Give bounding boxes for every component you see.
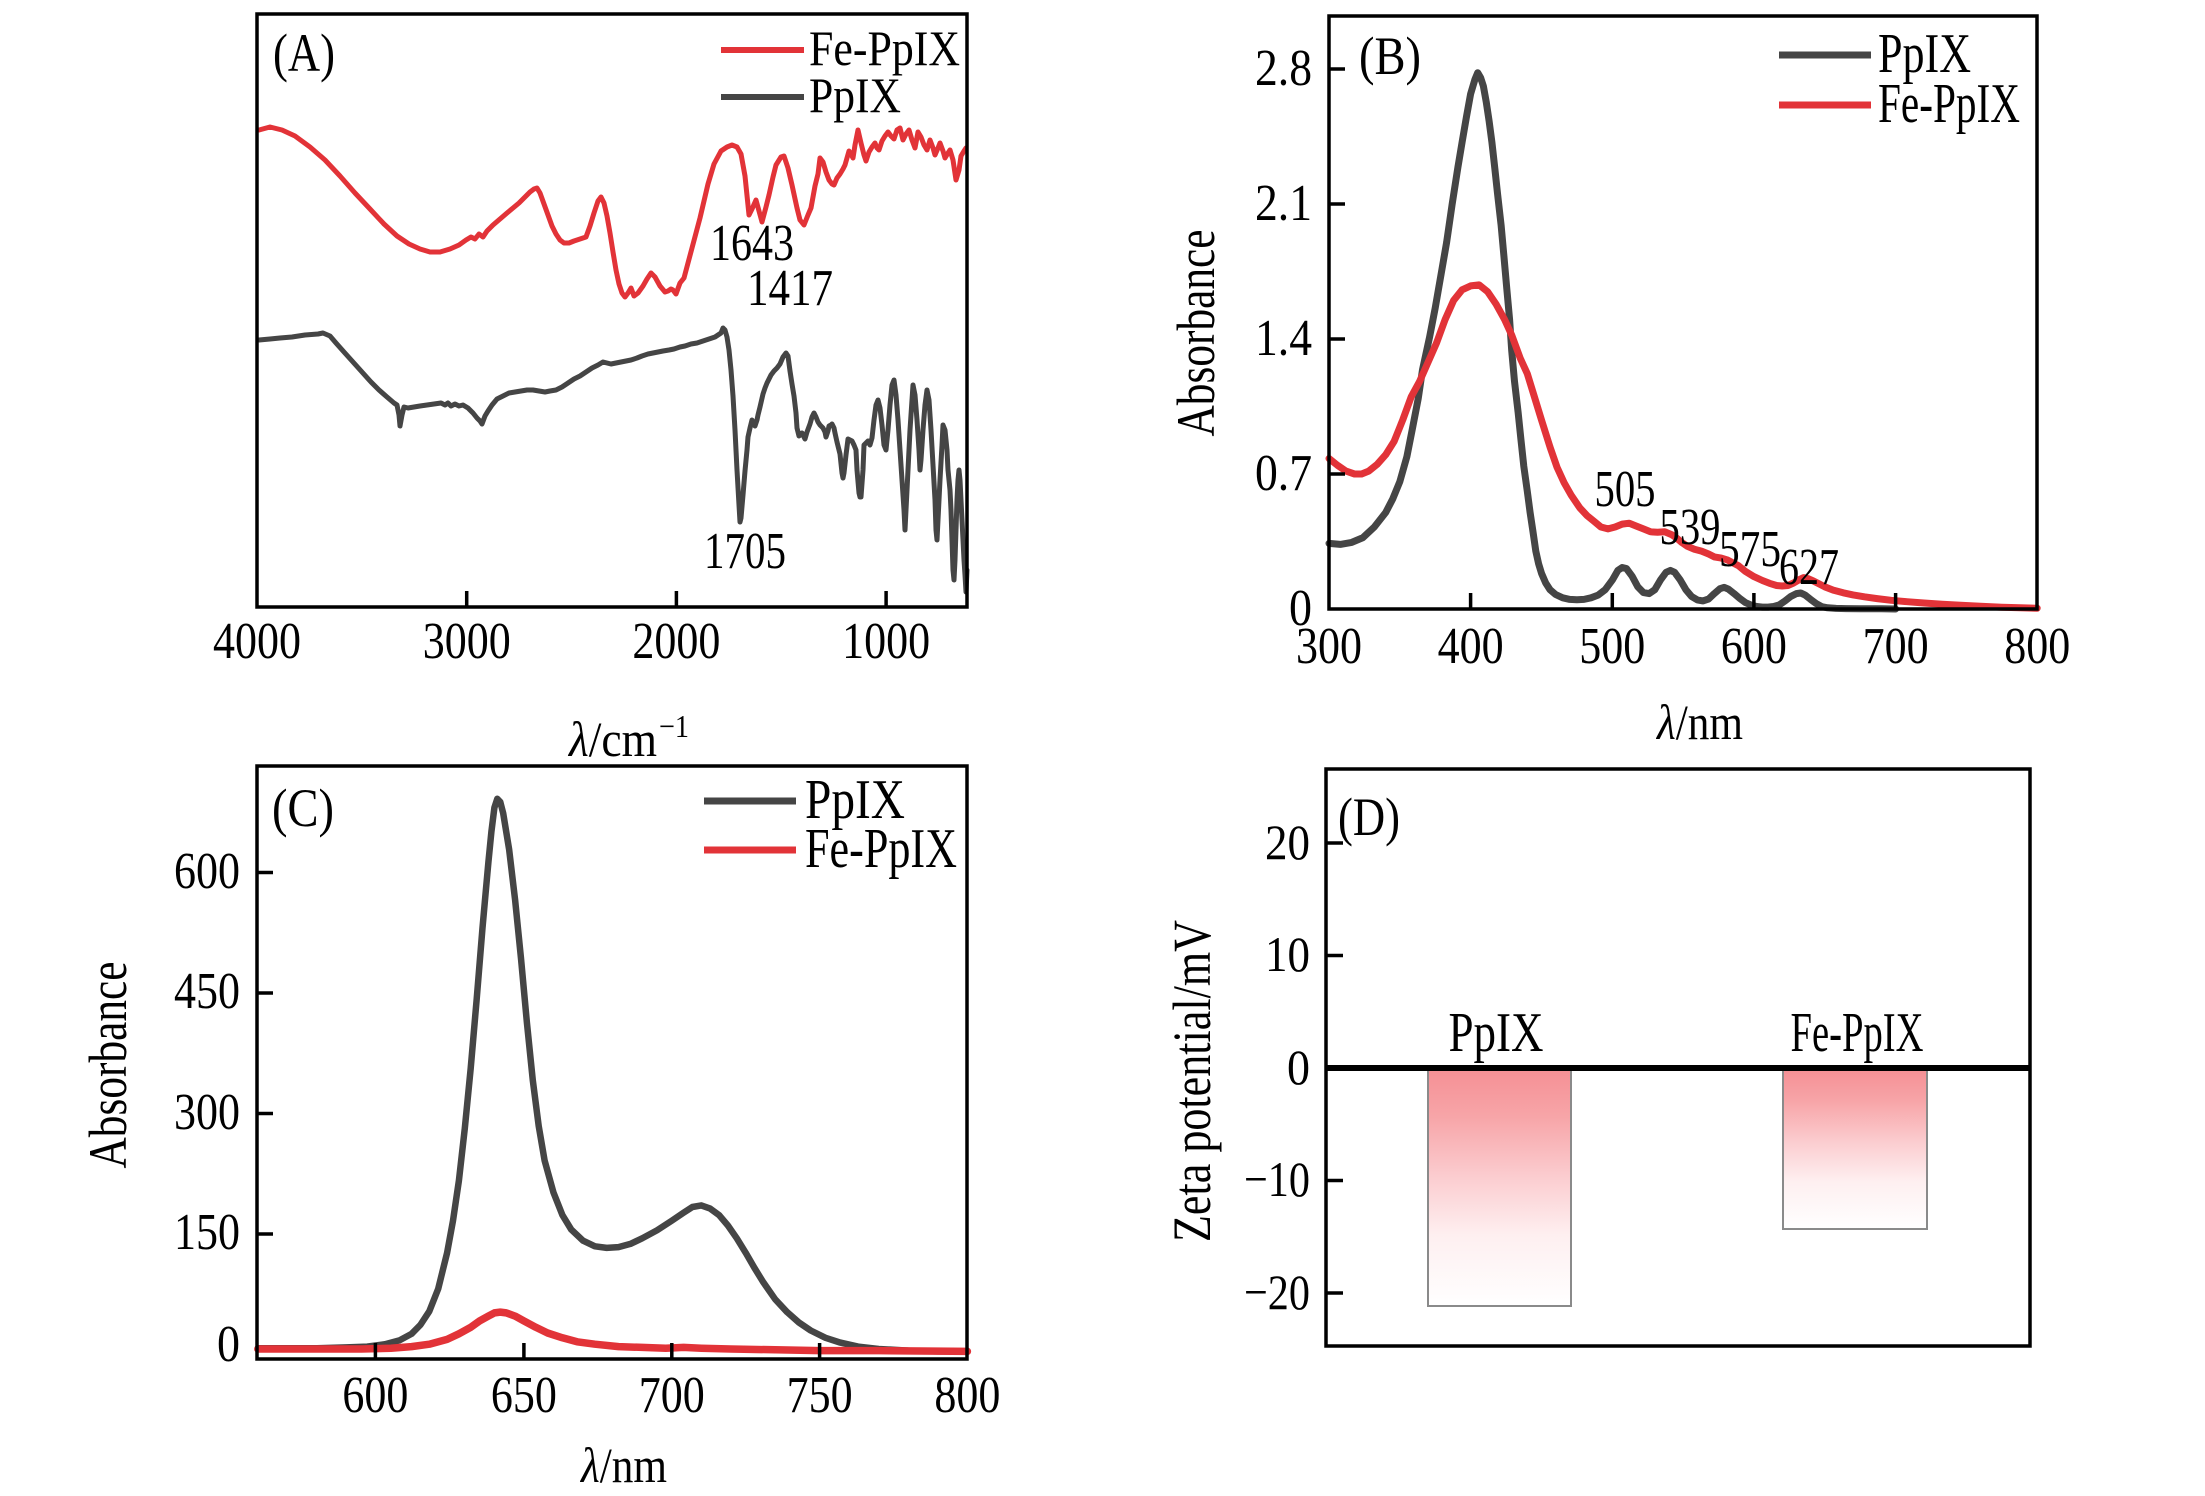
svg-text:150: 150: [174, 1204, 240, 1261]
svg-text:0: 0: [1289, 580, 1312, 637]
svg-text:Fe-PpIX: Fe-PpIX: [805, 818, 957, 880]
svg-text:Zeta potential/mV: Zeta potential/mV: [1162, 920, 1222, 1242]
svg-text:Absorbance: Absorbance: [78, 962, 138, 1169]
svg-text:Fe-PpIX: Fe-PpIX: [809, 20, 960, 76]
svg-text:1705: 1705: [704, 523, 786, 580]
svg-text:(C): (C): [272, 778, 334, 838]
svg-text:700: 700: [1863, 618, 1929, 675]
svg-text:750: 750: [787, 1367, 853, 1424]
svg-text:3000: 3000: [423, 613, 511, 670]
svg-text:2.8: 2.8: [1255, 40, 1312, 97]
svg-text:(B): (B): [1359, 26, 1421, 86]
svg-text:505: 505: [1595, 461, 1656, 518]
svg-text:2000: 2000: [632, 613, 720, 670]
svg-text:λ/cm: λ/cm: [567, 711, 657, 767]
svg-text:600: 600: [174, 843, 240, 900]
svg-text:1417: 1417: [747, 260, 833, 317]
svg-text:1000: 1000: [842, 613, 930, 670]
svg-text:400: 400: [1438, 618, 1504, 675]
svg-text:4000: 4000: [213, 613, 301, 670]
svg-text:PpIX: PpIX: [805, 769, 905, 831]
svg-text:1.4: 1.4: [1255, 310, 1312, 367]
svg-text:−1: −1: [659, 708, 689, 744]
svg-text:575: 575: [1719, 521, 1781, 578]
svg-text:300: 300: [1296, 618, 1362, 675]
svg-text:Fe-PpIX: Fe-PpIX: [1791, 1002, 1924, 1064]
svg-text:λ/nm: λ/nm: [1655, 694, 1743, 750]
svg-text:Fe-PpIX: Fe-PpIX: [1878, 73, 2020, 135]
svg-text:−10: −10: [1244, 1151, 1310, 1207]
svg-text:600: 600: [1721, 618, 1787, 675]
svg-text:800: 800: [2004, 618, 2070, 675]
svg-text:600: 600: [342, 1367, 408, 1424]
svg-text:PpIX: PpIX: [809, 67, 901, 123]
svg-text:539: 539: [1660, 499, 1721, 556]
svg-text:2.1: 2.1: [1255, 175, 1312, 232]
svg-text:500: 500: [1579, 618, 1645, 675]
svg-text:10: 10: [1265, 926, 1310, 982]
svg-text:1643: 1643: [710, 215, 794, 272]
svg-text:627: 627: [1779, 539, 1839, 596]
svg-text:300: 300: [174, 1084, 240, 1141]
svg-text:−20: −20: [1244, 1264, 1310, 1320]
svg-text:450: 450: [174, 963, 240, 1020]
svg-text:Absorbance: Absorbance: [1166, 230, 1226, 437]
svg-text:(D): (D): [1338, 787, 1400, 847]
svg-text:20: 20: [1265, 814, 1310, 870]
svg-text:0: 0: [217, 1316, 240, 1373]
svg-text:700: 700: [639, 1367, 705, 1424]
svg-text:0.7: 0.7: [1255, 445, 1312, 502]
svg-text:PpIX: PpIX: [1878, 23, 1971, 85]
svg-text:0: 0: [1287, 1039, 1310, 1095]
svg-text:λ/nm: λ/nm: [579, 1437, 667, 1493]
svg-text:(A): (A): [273, 23, 335, 83]
svg-text:800: 800: [934, 1367, 1000, 1424]
svg-text:650: 650: [491, 1367, 557, 1424]
svg-text:PpIX: PpIX: [1449, 1002, 1544, 1064]
